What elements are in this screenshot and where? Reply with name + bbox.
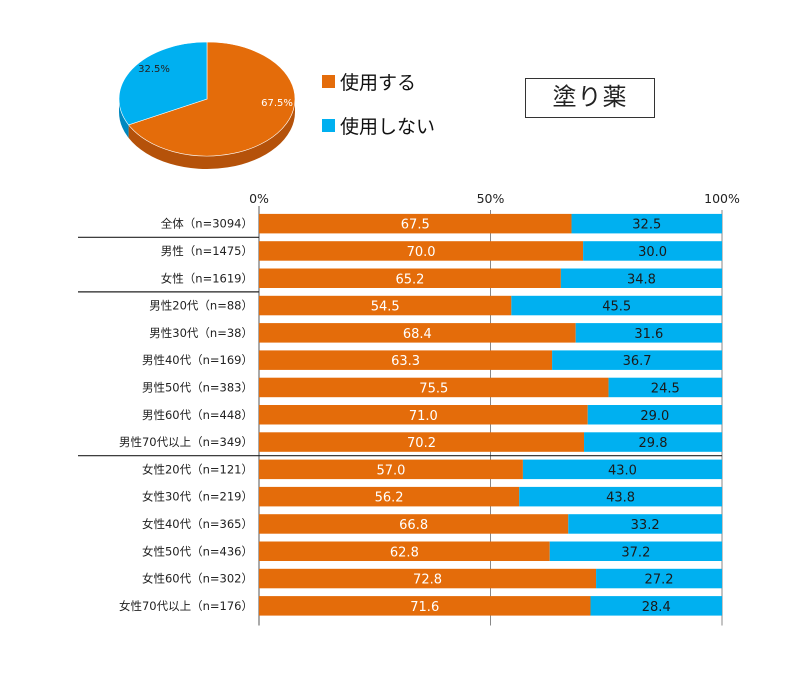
bar-segment-use (259, 268, 561, 288)
bar-value-use: 54.5 (371, 300, 400, 315)
bar-value-no-use: 45.5 (602, 300, 631, 315)
bar-segment-use (259, 486, 520, 507)
bar-value-use: 56.2 (375, 491, 404, 506)
bar-segment-no-use (575, 323, 722, 343)
legend-label-use: 使用する (340, 72, 417, 94)
bar-segment-use (259, 241, 584, 261)
x-tick-label: 50% (477, 191, 505, 206)
bar-value-no-use: 29.0 (640, 409, 669, 424)
category-label: 女性30代（n=219） (142, 490, 253, 504)
bar-segment-no-use (571, 213, 722, 234)
bar-value-use: 70.0 (407, 245, 436, 260)
bar-segment-use (259, 323, 576, 343)
category-label: 男性60代（n=448） (142, 408, 253, 422)
bar-segment-no-use (560, 268, 722, 288)
bar-segment-use (259, 405, 588, 425)
legend-item-no-use: 使用しない (322, 112, 435, 139)
bar-value-use: 65.2 (395, 272, 424, 287)
bar-value-no-use: 24.5 (651, 381, 680, 396)
category-label: 女性（n=1619） (161, 271, 253, 285)
bar-value-use: 71.6 (410, 600, 439, 615)
bar-segment-no-use (511, 295, 722, 316)
bar-value-no-use: 31.6 (634, 327, 663, 342)
legend-label-no-use: 使用しない (340, 116, 436, 138)
bar-value-use: 57.0 (376, 463, 405, 478)
category-label: 男性40代（n=169） (142, 353, 253, 367)
bar-segment-use (259, 213, 572, 234)
pie-slice-no-use (118, 41, 208, 126)
bar-segment-use (259, 596, 591, 616)
bar-segment-no-use (583, 241, 722, 261)
bar-segment-use (259, 514, 569, 534)
category-label: 女性50代（n=436） (142, 544, 253, 558)
x-tick-label: 100% (704, 191, 740, 206)
pie-chart: 67.5% 32.5% (118, 41, 296, 169)
category-label: 女性40代（n=365） (142, 517, 253, 531)
bar-value-no-use: 27.2 (645, 573, 674, 588)
bar-segment-no-use (587, 405, 722, 425)
bar-value-no-use: 32.5 (632, 218, 661, 233)
bar-segment-no-use (596, 568, 722, 589)
bar-value-use: 71.0 (409, 409, 438, 424)
category-label: 男性20代（n=88） (149, 299, 253, 313)
bar-value-use: 66.8 (399, 518, 428, 533)
bar-value-use: 75.5 (419, 381, 448, 396)
bar-value-no-use: 30.0 (638, 245, 667, 260)
bar-value-use: 72.8 (413, 573, 442, 588)
bar-segment-no-use (522, 459, 722, 480)
bar-segment-use (259, 568, 597, 589)
pie-side-use (128, 99, 295, 169)
bar-value-no-use: 34.8 (627, 272, 656, 287)
bar-segment-no-use (608, 377, 722, 398)
x-tick-label: 0% (249, 191, 269, 206)
category-label: 男性70代以上（n=349） (119, 435, 253, 449)
bar-segment-no-use (568, 514, 722, 534)
category-label: 女性20代（n=121） (142, 462, 253, 476)
bar-segment-use (259, 541, 550, 561)
legend-item-use: 使用する (322, 68, 416, 95)
bar-segment-use (259, 377, 609, 398)
bar-value-no-use: 43.8 (606, 491, 635, 506)
pie-value-label: 32.5% (138, 64, 170, 75)
bar-segment-no-use (584, 432, 722, 452)
chart-title: 塗り薬 (525, 78, 655, 118)
bar-segment-no-use (549, 541, 722, 561)
bar-value-use: 63.3 (391, 354, 420, 369)
bar-value-no-use: 36.7 (623, 354, 652, 369)
bar-segment-no-use (519, 486, 722, 507)
category-label: 男性（n=1475） (161, 244, 253, 258)
bar-value-no-use: 37.2 (621, 545, 650, 560)
bar-value-use: 68.4 (403, 327, 432, 342)
bar-value-use: 70.2 (407, 436, 436, 451)
category-label: 女性60代（n=302） (142, 572, 253, 586)
bar-segment-use (259, 295, 512, 316)
bar-segment-no-use (590, 596, 722, 616)
legend-swatch-use (322, 75, 335, 88)
bar-value-use: 62.8 (390, 545, 419, 560)
legend-swatch-no-use (322, 119, 335, 132)
pie-value-label: 67.5% (261, 98, 293, 109)
bar-value-no-use: 29.8 (639, 436, 668, 451)
pie-side-no-use (119, 99, 129, 138)
bar-value-no-use: 43.0 (608, 463, 637, 478)
category-label: 男性50代（n=383） (142, 380, 253, 394)
bar-segment-use (259, 459, 523, 480)
pie-slice-use (128, 41, 296, 157)
bar-value-no-use: 33.2 (631, 518, 660, 533)
bar-value-use: 67.5 (401, 218, 430, 233)
bar-segment-use (259, 432, 585, 452)
bar-value-no-use: 28.4 (642, 600, 671, 615)
bar-segment-no-use (552, 350, 722, 370)
category-label: 全体（n=3094） (161, 217, 253, 231)
category-label: 女性70代以上（n=176） (119, 599, 253, 613)
category-label: 男性30代（n=38） (149, 326, 253, 340)
bar-segment-use (259, 350, 553, 370)
